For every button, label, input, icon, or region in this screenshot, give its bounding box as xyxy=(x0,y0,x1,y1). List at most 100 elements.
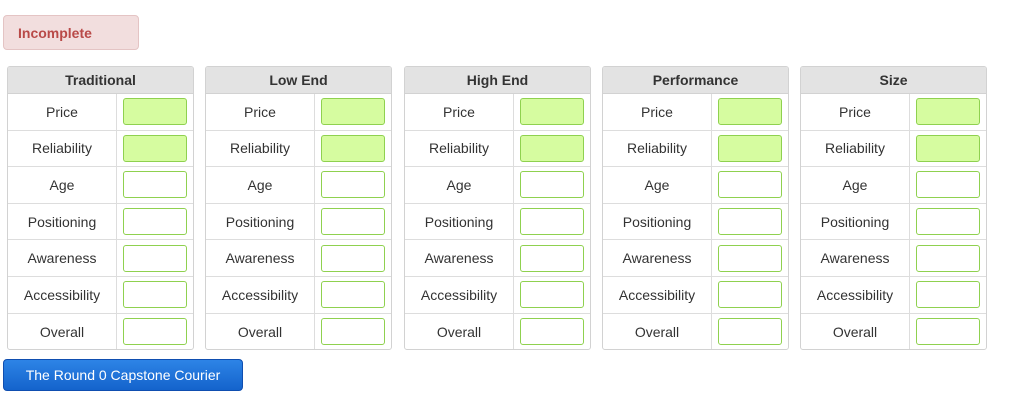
panel-title: Low End xyxy=(206,67,391,94)
criteria-cell xyxy=(712,94,788,130)
criteria-row-price: Price xyxy=(603,94,788,131)
criteria-row-overall: Overall xyxy=(405,313,590,349)
price-input[interactable] xyxy=(718,98,782,126)
criteria-row-accessibility: Accessibility xyxy=(8,276,193,314)
age-input[interactable] xyxy=(916,171,980,199)
criteria-row-awareness: Awareness xyxy=(8,240,193,277)
criteria-cell xyxy=(712,204,788,240)
criteria-label: Age xyxy=(206,167,315,203)
accessibility-input[interactable] xyxy=(718,281,782,309)
segment-panel-low-end: Low End Price Reliability Age Positioning Awa… xyxy=(205,66,392,350)
criteria-label: Reliability xyxy=(603,130,712,167)
positioning-input[interactable] xyxy=(520,208,584,236)
price-input[interactable] xyxy=(520,98,584,126)
accessibility-input[interactable] xyxy=(123,281,187,309)
criteria-label: Age xyxy=(8,167,117,203)
criteria-row-age: Age xyxy=(405,167,590,204)
criteria-cell xyxy=(712,167,788,203)
criteria-label: Reliability xyxy=(405,130,514,167)
awareness-input[interactable] xyxy=(916,244,980,272)
criteria-cell xyxy=(712,277,788,313)
price-input[interactable] xyxy=(916,98,980,126)
criteria-label: Price xyxy=(8,94,117,130)
criteria-row-age: Age xyxy=(206,167,391,204)
overall-input[interactable] xyxy=(916,318,980,346)
overall-input[interactable] xyxy=(123,318,187,346)
criteria-row-reliability: Reliability xyxy=(8,130,193,168)
positioning-input[interactable] xyxy=(718,208,782,236)
criteria-row-age: Age xyxy=(603,167,788,204)
reliability-input[interactable] xyxy=(123,134,187,162)
criteria-cell xyxy=(315,94,391,130)
segment-panel-performance: Performance Price Reliability Age Positionin… xyxy=(602,66,789,350)
criteria-label: Overall xyxy=(8,313,117,349)
criteria-label: Accessibility xyxy=(8,276,117,313)
criteria-label: Awareness xyxy=(603,240,712,276)
criteria-label: Price xyxy=(603,94,712,130)
positioning-input[interactable] xyxy=(321,208,385,236)
criteria-cell xyxy=(315,167,391,203)
criteria-label: Age xyxy=(405,167,514,203)
price-input[interactable] xyxy=(123,98,187,126)
accessibility-input[interactable] xyxy=(520,281,584,309)
criteria-row-overall: Overall xyxy=(603,313,788,349)
criteria-cell xyxy=(514,277,590,313)
criteria-label: Positioning xyxy=(801,203,910,240)
criteria-row-positioning: Positioning xyxy=(405,203,590,241)
criteria-label: Accessibility xyxy=(801,276,910,313)
criteria-cell xyxy=(910,131,986,167)
positioning-input[interactable] xyxy=(123,208,187,236)
panel-title: Traditional xyxy=(8,67,193,94)
criteria-label: Accessibility xyxy=(603,276,712,313)
criteria-cell xyxy=(315,277,391,313)
awareness-input[interactable] xyxy=(718,244,782,272)
panel-title: Performance xyxy=(603,67,788,94)
criteria-cell xyxy=(514,94,590,130)
panel-title: High End xyxy=(405,67,590,94)
accessibility-input[interactable] xyxy=(321,281,385,309)
accessibility-input[interactable] xyxy=(916,281,980,309)
criteria-label: Overall xyxy=(206,313,315,349)
criteria-label: Overall xyxy=(405,313,514,349)
awareness-input[interactable] xyxy=(123,244,187,272)
criteria-label: Reliability xyxy=(801,130,910,167)
criteria-row-price: Price xyxy=(206,94,391,131)
age-input[interactable] xyxy=(321,171,385,199)
criteria-row-overall: Overall xyxy=(801,313,986,349)
criteria-row-price: Price xyxy=(8,94,193,131)
criteria-row-positioning: Positioning xyxy=(8,203,193,241)
price-input[interactable] xyxy=(321,98,385,126)
criteria-cell xyxy=(315,314,391,349)
panel-title: Size xyxy=(801,67,986,94)
criteria-row-positioning: Positioning xyxy=(603,203,788,241)
overall-input[interactable] xyxy=(520,318,584,346)
age-input[interactable] xyxy=(123,171,187,199)
reliability-input[interactable] xyxy=(520,134,584,162)
age-input[interactable] xyxy=(718,171,782,199)
criteria-cell xyxy=(315,240,391,276)
criteria-cell xyxy=(117,167,193,203)
reliability-input[interactable] xyxy=(718,134,782,162)
positioning-input[interactable] xyxy=(916,208,980,236)
criteria-cell xyxy=(315,204,391,240)
criteria-cell xyxy=(117,131,193,167)
awareness-input[interactable] xyxy=(321,244,385,272)
overall-input[interactable] xyxy=(718,318,782,346)
criteria-label: Age xyxy=(801,167,910,203)
criteria-row-overall: Overall xyxy=(8,313,193,349)
overall-input[interactable] xyxy=(321,318,385,346)
criteria-label: Awareness xyxy=(206,240,315,276)
criteria-cell xyxy=(514,204,590,240)
reliability-input[interactable] xyxy=(321,134,385,162)
reliability-input[interactable] xyxy=(916,134,980,162)
criteria-row-awareness: Awareness xyxy=(405,240,590,277)
criteria-label: Price xyxy=(405,94,514,130)
criteria-row-age: Age xyxy=(8,167,193,204)
criteria-cell xyxy=(712,314,788,349)
awareness-input[interactable] xyxy=(520,244,584,272)
capstone-courier-button[interactable]: The Round 0 Capstone Courier xyxy=(3,359,243,391)
age-input[interactable] xyxy=(520,171,584,199)
criteria-label: Price xyxy=(801,94,910,130)
criteria-row-accessibility: Accessibility xyxy=(801,276,986,314)
criteria-cell xyxy=(514,167,590,203)
